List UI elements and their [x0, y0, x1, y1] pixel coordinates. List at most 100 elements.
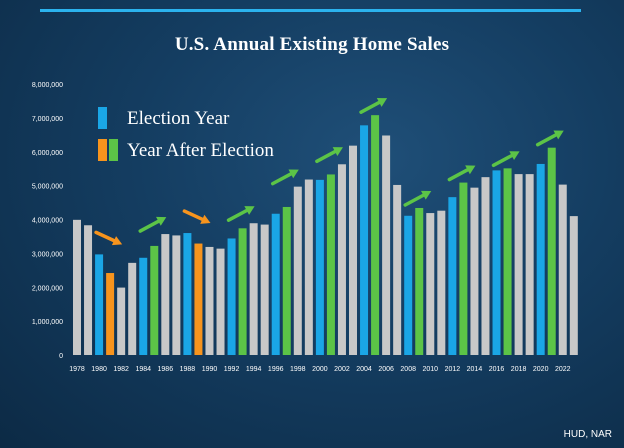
y-tick-label: 1,000,000: [32, 319, 63, 326]
bar-2001: [326, 174, 335, 355]
bar-1983: [128, 262, 137, 355]
x-tick-label: 1986: [158, 366, 174, 373]
y-tick-label: 6,000,000: [32, 150, 63, 157]
trend-arrow-up: [226, 206, 255, 222]
bar-1994: [249, 223, 258, 355]
bar-2017: [503, 168, 512, 355]
x-tick-label: 2000: [312, 366, 328, 373]
bar-2005: [371, 115, 380, 355]
legend-label: Election Year: [127, 108, 230, 129]
x-tick-label: 2004: [356, 366, 372, 373]
bar-2022: [558, 184, 567, 355]
bar-2018: [514, 174, 523, 355]
top-accent-rule: [40, 9, 581, 12]
bar-1981: [106, 273, 115, 355]
x-tick-label: 1988: [180, 366, 196, 373]
bar-2013: [459, 182, 468, 355]
bar-2011: [437, 210, 446, 355]
bar-1997: [282, 206, 291, 355]
trend-arrow-up: [315, 147, 343, 164]
source-note: HUD, NAR: [563, 429, 612, 440]
trend-arrow-up: [138, 216, 167, 233]
trend-arrow-up: [491, 151, 520, 168]
bar-2020: [536, 163, 545, 355]
x-tick-label: 1996: [268, 366, 284, 373]
trend-arrows-group: [94, 98, 564, 246]
x-axis: 1978 1980 1982 1984 1986 1988 1990 1992 1994 1996…: [69, 366, 570, 373]
bar-2002: [337, 164, 346, 355]
legend-label: Year After Election: [127, 140, 274, 161]
bar-1979: [84, 225, 93, 355]
x-tick-label: 1990: [202, 366, 218, 373]
bar-1998: [293, 186, 302, 355]
x-tick-label: 2016: [489, 366, 505, 373]
bar-1988: [183, 233, 192, 355]
x-tick-label: 1984: [135, 366, 151, 373]
bar-1999: [304, 179, 313, 355]
y-tick-label: 7,000,000: [32, 116, 63, 123]
bar-1987: [172, 235, 181, 355]
bar-1982: [117, 287, 126, 355]
trend-arrow-down: [182, 209, 211, 224]
trend-arrow-up: [359, 98, 388, 114]
y-tick-label: 2,000,000: [32, 285, 63, 292]
x-tick-label: 1980: [91, 366, 107, 373]
x-tick-label: 2006: [378, 366, 394, 373]
x-tick-label: 2020: [533, 366, 549, 373]
bar-1978: [73, 219, 81, 355]
bar-2008: [404, 215, 413, 355]
legend: Election Year Year After Election: [98, 107, 274, 161]
legend-swatch: [98, 139, 107, 161]
bars-group: [73, 115, 578, 355]
legend-swatch: [109, 139, 118, 161]
trend-arrow-up: [447, 165, 476, 182]
legend-swatch: [98, 107, 107, 129]
bar-1992: [227, 238, 236, 355]
bar-2006: [382, 135, 391, 355]
bar-2015: [481, 177, 490, 355]
bar-1989: [194, 243, 203, 355]
x-tick-label: 2018: [511, 366, 527, 373]
bar-2021: [547, 147, 556, 355]
trend-arrow-up: [270, 169, 299, 186]
x-tick-label: 1992: [224, 366, 240, 373]
x-tick-label: 2012: [445, 366, 461, 373]
bar-2003: [349, 145, 357, 355]
bar-1985: [150, 245, 159, 355]
y-tick-label: 4,000,000: [32, 218, 63, 225]
bar-2012: [448, 197, 457, 355]
x-tick-label: 2014: [467, 366, 483, 373]
trend-arrow-up: [535, 130, 564, 147]
x-tick-label: 1994: [246, 366, 262, 373]
bar-2009: [415, 207, 424, 355]
x-tick-label: 2022: [555, 366, 571, 373]
bar-2007: [393, 184, 402, 355]
chart-title: U.S. Annual Existing Home Sales: [174, 34, 450, 55]
bar-2014: [470, 187, 479, 355]
bar-2010: [426, 213, 435, 355]
x-tick-label: 1978: [69, 366, 85, 373]
x-tick-label: 1982: [113, 366, 129, 373]
y-axis: 0 1,000,000 2,000,000 3,000,000 4,000,000 5,0…: [32, 82, 63, 360]
bar-2004: [360, 125, 369, 355]
bar-1980: [95, 254, 104, 355]
y-tick-label: 8,000,000: [32, 82, 63, 89]
x-tick-label: 2010: [422, 366, 438, 373]
bar-1991: [216, 248, 225, 355]
x-tick-label: 1998: [290, 366, 306, 373]
bar-1995: [260, 224, 269, 355]
x-tick-label: 2008: [400, 366, 416, 373]
bar-2023: [569, 216, 578, 355]
bar-2016: [492, 170, 501, 355]
trend-arrow-up: [403, 190, 432, 207]
bar-1990: [205, 246, 214, 355]
bar-1996: [271, 213, 280, 355]
y-tick-label: 0: [59, 353, 63, 360]
bar-2019: [525, 174, 534, 355]
x-tick-label: 2002: [334, 366, 350, 373]
bar-1993: [238, 228, 247, 355]
bar-2000: [315, 179, 324, 355]
trend-arrow-down: [94, 230, 123, 246]
